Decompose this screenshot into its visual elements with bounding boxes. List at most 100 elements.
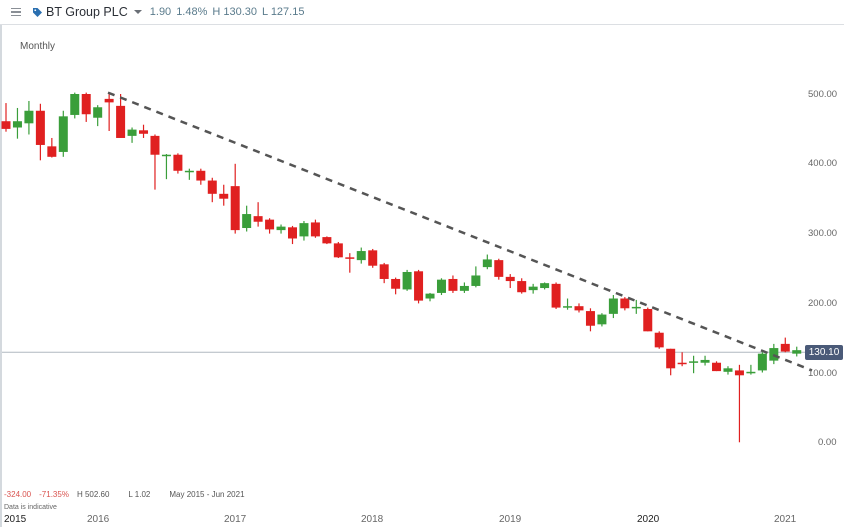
candle-body (265, 219, 275, 230)
candle-body (620, 298, 630, 309)
candle-body (310, 222, 320, 237)
candle-body (585, 311, 595, 326)
candle-body (723, 368, 733, 372)
candle-body (368, 250, 378, 266)
x-tick: 2016 (87, 514, 110, 525)
range-change: -324.00 (4, 490, 32, 499)
range-high: H 502.60 (76, 490, 110, 499)
range-low: L 1.02 (128, 490, 151, 499)
candle-body (150, 135, 160, 155)
candle-body (47, 146, 57, 157)
candle-body (608, 298, 618, 314)
x-tick: 2021 (774, 514, 797, 525)
candle-body (517, 281, 527, 293)
candle-body (24, 110, 34, 124)
candle-body (471, 275, 481, 286)
x-tick: 2019 (499, 514, 522, 525)
candle-body (402, 271, 412, 290)
y-tick: 300.00 (808, 228, 838, 239)
chevron-down-icon[interactable] (133, 10, 142, 14)
quote-low: L 127.15 (262, 6, 305, 18)
x-tick: 2018 (361, 514, 384, 525)
candle-body (712, 362, 722, 372)
instrument-name[interactable]: BT Group PLC (46, 5, 128, 19)
y-tick: 100.00 (808, 368, 838, 379)
candle-body (654, 332, 664, 348)
candle-body (1, 121, 11, 129)
y-tick: 400.00 (808, 158, 838, 169)
candle-body (116, 105, 126, 138)
candle-body (276, 226, 286, 231)
candle-body (505, 276, 515, 282)
candle-body (459, 285, 469, 291)
range-change-pct: -71.35% (39, 490, 69, 499)
candle-body (184, 170, 194, 173)
candle-body (356, 251, 366, 261)
candle-body (288, 227, 297, 239)
candle-body (322, 237, 332, 244)
x-tick: 2015 (4, 514, 27, 525)
candle-body (230, 186, 240, 231)
y-tick: 500.00 (808, 89, 838, 100)
y-tick: 200.00 (808, 298, 838, 309)
quote-high: H 130.30 (212, 6, 258, 18)
candle-body (242, 214, 252, 229)
candle-body (574, 306, 584, 311)
candle-body (700, 359, 710, 363)
left-border (0, 25, 2, 527)
current-price-tag: 130.10 (805, 345, 843, 360)
y-tick: 0.00 (818, 437, 837, 448)
candle-body (528, 286, 538, 291)
candle-body (139, 130, 149, 134)
candle-body (757, 353, 767, 371)
candle-body (93, 107, 103, 118)
quote-change-pct: 1.48% (176, 6, 208, 18)
candle-body (631, 306, 641, 309)
candle-body (643, 308, 653, 332)
hamburger-menu-icon[interactable] (11, 7, 21, 17)
quote-change: 1.90 (149, 6, 172, 18)
data-disclaimer: Data is indicative (4, 504, 57, 511)
candle-body (597, 314, 607, 325)
candle-body (299, 223, 309, 237)
candle-body (780, 343, 790, 352)
candle-body (196, 170, 206, 181)
candle-body (746, 371, 756, 374)
candle-body (207, 180, 217, 194)
candle-body (792, 350, 802, 354)
candle-body (494, 260, 504, 277)
candle-body (540, 283, 550, 289)
candle-body (81, 94, 91, 115)
candle-body (425, 293, 435, 299)
candle-body (391, 278, 401, 289)
date-range: May 2015 - Jun 2021 (169, 490, 245, 499)
candle-body (414, 271, 424, 301)
candle-body (666, 348, 676, 369)
x-tick: 2020 (637, 514, 660, 525)
x-tick: 2017 (224, 514, 247, 525)
candle-body (70, 94, 80, 115)
candle-body (219, 193, 229, 199)
candle-body (689, 361, 699, 363)
range-stats: -324.00 -71.35% H 502.60 L 1.02 May 2015… (4, 490, 245, 499)
candle-body (345, 257, 355, 259)
candle-body (58, 116, 68, 152)
candle-body (35, 110, 45, 145)
candle-body (333, 243, 343, 258)
candle-body (161, 154, 171, 157)
candle-body (677, 362, 687, 365)
candle-body (253, 216, 263, 222)
candle-body (448, 278, 458, 291)
candle-body (127, 129, 137, 136)
chart-header: BT Group PLC 1.90 1.48% H 130.30 L 127.1… (0, 0, 844, 25)
candle-body (173, 154, 183, 171)
tag-icon (33, 7, 42, 17)
candle-body (482, 259, 492, 268)
candle-body (563, 306, 573, 308)
candle-body (379, 264, 389, 279)
trendline (107, 91, 813, 372)
period-label: Monthly (20, 41, 56, 52)
candle-body (12, 121, 22, 128)
candle-body (436, 279, 446, 293)
